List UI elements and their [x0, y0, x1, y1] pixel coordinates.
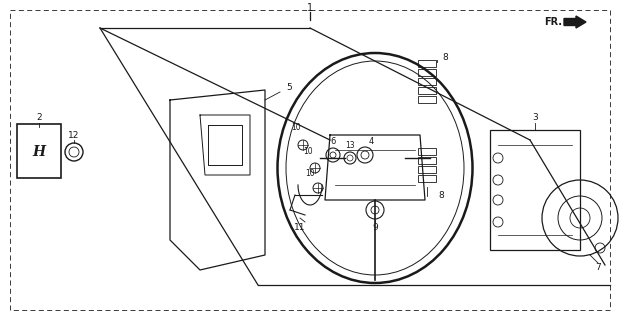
Text: 8: 8 [438, 191, 444, 201]
Text: 5: 5 [286, 84, 292, 92]
Text: 3: 3 [532, 114, 538, 123]
Text: 11: 11 [294, 223, 306, 233]
Text: 2: 2 [36, 114, 42, 123]
Text: 1: 1 [307, 3, 313, 13]
Bar [418, 60, 436, 67]
Text: 12: 12 [68, 131, 80, 140]
Bar [418, 96, 436, 103]
Text: 10: 10 [291, 124, 301, 132]
Bar [418, 148, 436, 155]
Text: 10: 10 [303, 147, 313, 156]
Text: 4: 4 [368, 138, 374, 147]
Bar [418, 78, 436, 85]
Text: H: H [32, 145, 45, 159]
Bar [418, 87, 436, 94]
Bar [490, 130, 580, 250]
Text: 9: 9 [372, 223, 378, 233]
Bar [418, 157, 436, 164]
Text: 13: 13 [345, 140, 355, 149]
Text: 10: 10 [305, 169, 315, 178]
Bar [418, 69, 436, 76]
Text: 6: 6 [330, 138, 336, 147]
Text: FR.: FR. [544, 17, 562, 27]
Text: 8: 8 [442, 53, 448, 62]
Bar [418, 166, 436, 173]
FancyArrow shape [564, 16, 586, 28]
Bar [418, 175, 436, 182]
Text: 7: 7 [595, 263, 601, 273]
